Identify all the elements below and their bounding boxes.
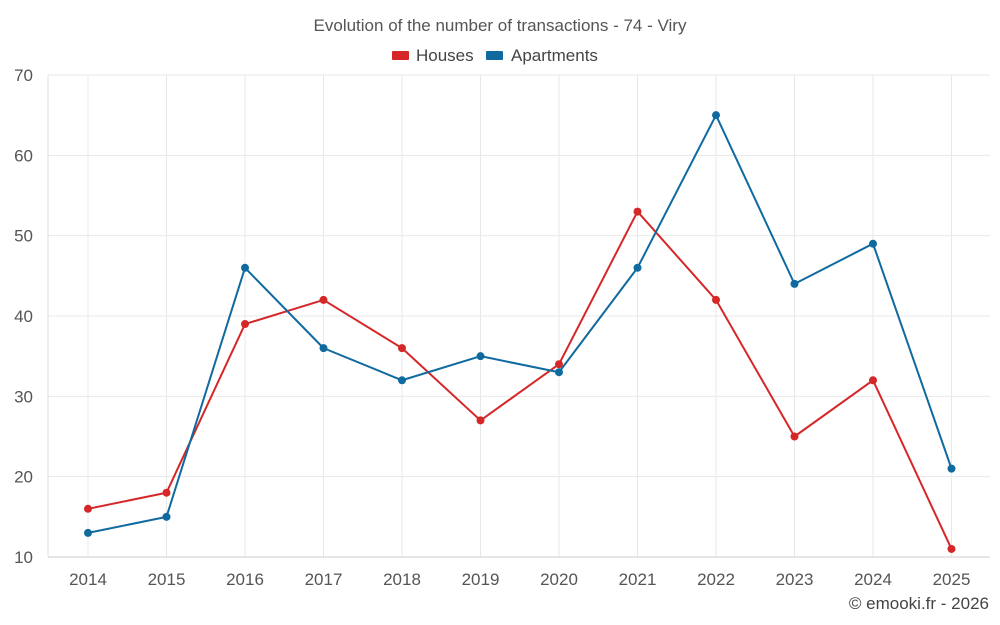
y-tick-label-50: 50 — [14, 227, 33, 246]
point-apartments-2014[interactable] — [84, 528, 92, 537]
legend-label-apartments: Apartments — [511, 46, 598, 65]
point-houses-2025[interactable] — [947, 544, 956, 553]
series-houses — [84, 207, 956, 553]
y-tick-label-60: 60 — [14, 146, 33, 165]
series-line-houses — [87, 210, 953, 550]
legend-swatch-apartments — [486, 51, 503, 60]
series-apartments — [84, 111, 956, 537]
x-tick-label-2025: 2025 — [933, 570, 971, 589]
point-houses-2016[interactable] — [241, 320, 249, 329]
legend-item-houses[interactable]: Houses — [392, 46, 474, 65]
y-tick-label-20: 20 — [14, 468, 33, 487]
legend-label-houses: Houses — [416, 46, 474, 65]
point-houses-2017[interactable] — [319, 295, 328, 304]
point-houses-2014[interactable] — [84, 504, 92, 513]
series — [84, 111, 956, 553]
legend-swatch-houses — [392, 51, 409, 60]
credit-text: © emooki.fr - 2026 — [849, 594, 989, 613]
point-houses-2022[interactable] — [712, 295, 720, 304]
point-houses-2023[interactable] — [790, 432, 799, 441]
series-line-apartments — [87, 114, 953, 534]
point-apartments-2018[interactable] — [398, 376, 406, 385]
legend: Houses Apartments — [392, 46, 598, 65]
point-apartments-2025[interactable] — [947, 464, 956, 473]
x-tick-label-2019: 2019 — [462, 570, 500, 589]
x-tick-label-2017: 2017 — [305, 570, 343, 589]
x-tick-label-2014: 2014 — [69, 570, 107, 589]
point-apartments-2017[interactable] — [319, 344, 328, 353]
point-houses-2015[interactable] — [162, 488, 171, 497]
x-tick-label-2022: 2022 — [697, 570, 735, 589]
point-apartments-2022[interactable] — [712, 111, 720, 120]
point-houses-2018[interactable] — [398, 344, 406, 353]
point-apartments-2020[interactable] — [555, 368, 563, 377]
y-tick-label-40: 40 — [14, 307, 33, 326]
x-tick-label-2023: 2023 — [776, 570, 814, 589]
point-houses-2021[interactable] — [633, 207, 642, 216]
point-apartments-2021[interactable] — [633, 263, 642, 272]
x-tick-label-2018: 2018 — [383, 570, 421, 589]
chart-title: Evolution of the number of transactions … — [314, 16, 687, 35]
y-tick-label-30: 30 — [14, 387, 33, 406]
point-houses-2024[interactable] — [869, 376, 877, 385]
x-tick-label-2016: 2016 — [226, 570, 264, 589]
grid — [48, 74, 990, 558]
point-houses-2019[interactable] — [476, 416, 485, 425]
axes: 10 20 30 40 50 60 70 2014 2015 2016 2017 2018 2019 20… — [14, 66, 990, 589]
y-tick-label-70: 70 — [14, 66, 33, 85]
y-tick-label-10: 10 — [14, 548, 33, 567]
legend-item-apartments[interactable]: Apartments — [486, 46, 598, 65]
x-tick-label-2024: 2024 — [854, 570, 892, 589]
point-apartments-2023[interactable] — [790, 279, 799, 288]
point-apartments-2016[interactable] — [241, 263, 249, 272]
x-tick-label-2020: 2020 — [540, 570, 578, 589]
x-tick-label-2021: 2021 — [619, 570, 657, 589]
point-houses-2020[interactable] — [555, 360, 563, 369]
point-apartments-2015[interactable] — [162, 512, 171, 521]
point-apartments-2024[interactable] — [869, 239, 877, 248]
point-apartments-2019[interactable] — [476, 352, 485, 361]
x-tick-label-2015: 2015 — [148, 570, 186, 589]
